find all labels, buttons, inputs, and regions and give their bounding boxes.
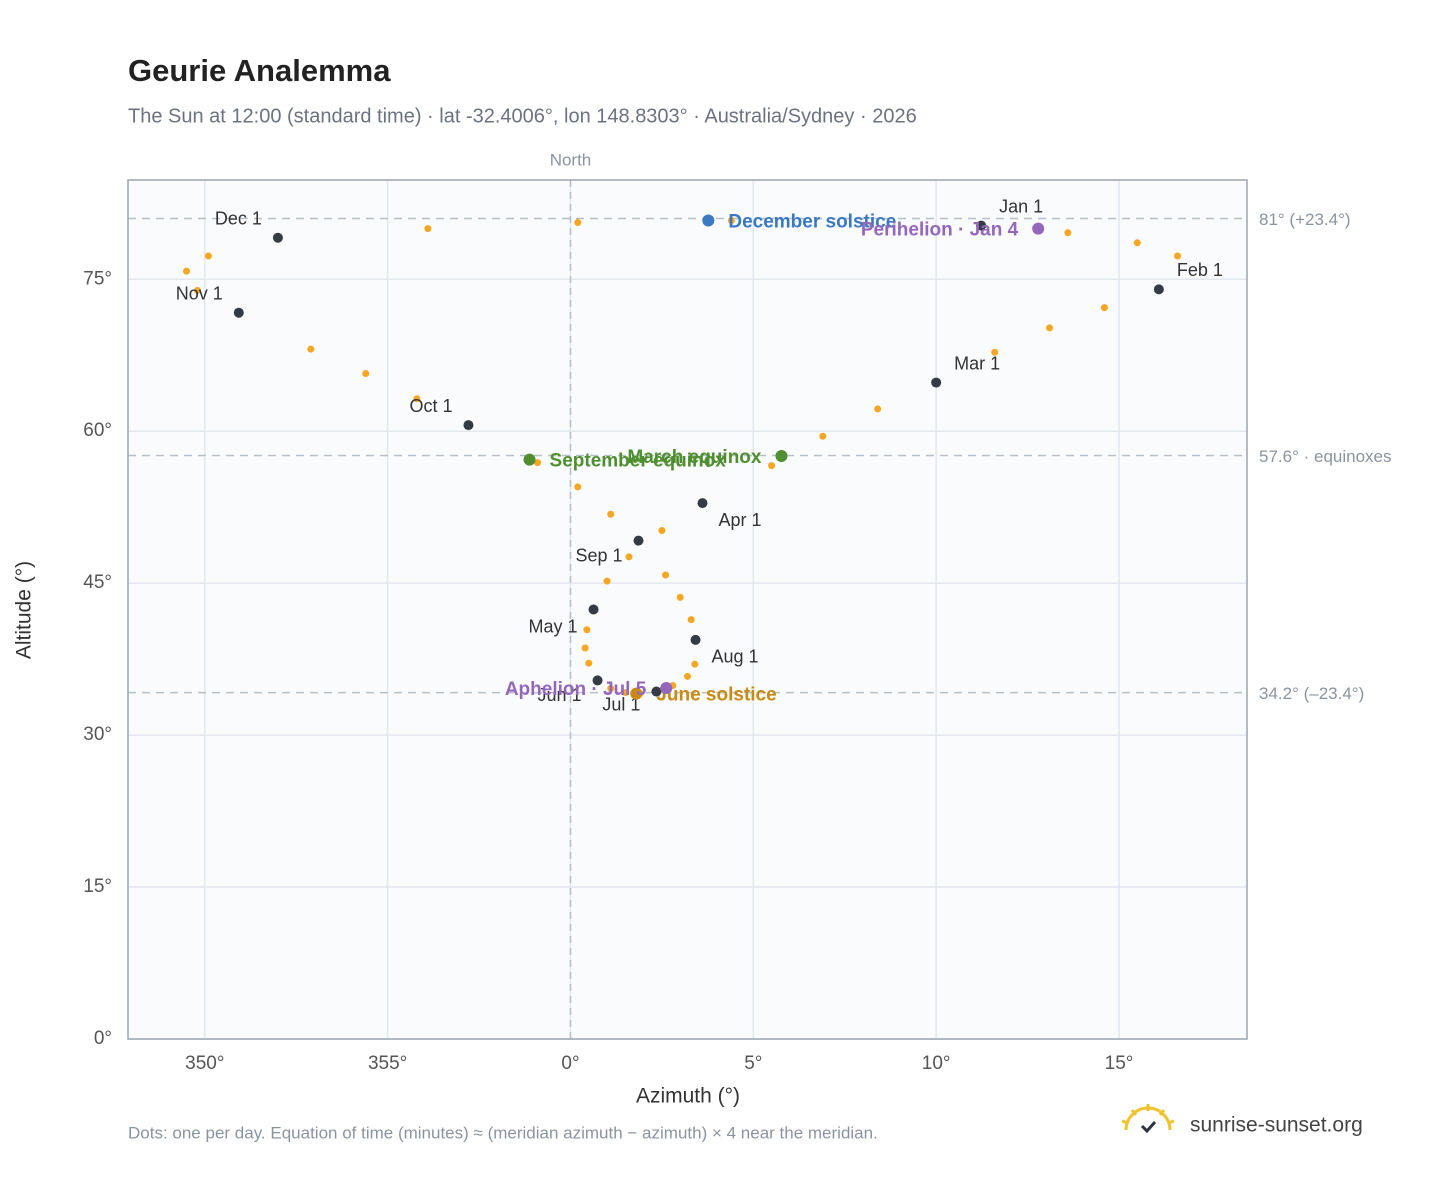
day-dot <box>585 659 593 667</box>
y-tick-label: 0° <box>94 1028 112 1049</box>
day-dot <box>658 526 666 534</box>
day-dot <box>1174 252 1182 260</box>
day-dot <box>874 405 882 413</box>
day-dot <box>687 616 695 624</box>
footnote: Dots: one per day. Equation of time (min… <box>128 1123 878 1142</box>
day-dot <box>607 685 615 693</box>
month-label: Dec 1 <box>215 208 262 228</box>
month-label: Nov 1 <box>176 283 223 303</box>
x-tick-label: 0° <box>561 1053 579 1074</box>
day-dot <box>1064 229 1072 237</box>
event-marker <box>1032 222 1045 235</box>
month-marker <box>592 675 603 686</box>
day-dot <box>607 510 615 518</box>
month-marker <box>233 307 244 318</box>
month-marker <box>931 377 942 388</box>
month-marker <box>697 498 708 509</box>
plot-area <box>128 180 1247 1039</box>
x-tick-label: 10° <box>922 1053 951 1074</box>
chart-title: Geurie Analemma <box>128 53 391 88</box>
month-marker <box>690 634 701 645</box>
day-dot <box>603 577 611 585</box>
month-marker <box>1153 284 1164 295</box>
month-marker <box>651 686 662 697</box>
event-marker <box>660 682 673 695</box>
day-dot <box>424 225 432 233</box>
event-label: September equinox <box>550 451 727 472</box>
day-dot <box>362 369 370 377</box>
day-dot <box>1046 324 1054 332</box>
month-label: Apr 1 <box>718 510 761 530</box>
event-label: December solstice <box>728 212 896 233</box>
day-dot <box>307 345 315 353</box>
month-label: Aug 1 <box>712 647 759 667</box>
month-label: Mar 1 <box>954 353 1000 373</box>
month-label: Jun 1 <box>537 685 581 705</box>
x-tick-label: 355° <box>368 1053 407 1074</box>
brand-logo <box>1121 1104 1175 1134</box>
day-dot <box>193 286 201 294</box>
day-dot <box>676 593 684 601</box>
day-dot <box>1100 304 1108 312</box>
event-marker <box>775 450 788 463</box>
month-marker <box>633 535 644 546</box>
day-dot <box>1133 239 1141 247</box>
month-label: Oct 1 <box>409 396 452 416</box>
reference-label: 81° (+23.4°) <box>1259 210 1351 229</box>
day-dot <box>183 267 191 275</box>
month-marker <box>272 232 283 243</box>
day-dot <box>574 219 582 227</box>
month-marker <box>463 420 474 431</box>
day-dot <box>691 660 699 668</box>
event-marker <box>630 687 643 700</box>
day-dot <box>413 395 421 403</box>
event-label: Perihelion · Jan 4 <box>861 220 1019 241</box>
y-tick-label: 60° <box>83 420 112 441</box>
event-label: Aphelion · Jul 5 <box>505 679 647 700</box>
x-tick-label: 350° <box>185 1053 224 1074</box>
event-label: March equinox <box>627 447 762 468</box>
day-dot <box>204 252 212 260</box>
meridian-label: North <box>550 150 592 169</box>
x-axis-label: Azimuth (°) <box>636 1085 740 1108</box>
day-dot <box>684 672 691 680</box>
y-tick-label: 15° <box>83 876 112 897</box>
chart-subtitle: The Sun at 12:00 (standard time) · lat -… <box>128 105 917 127</box>
x-tick-label: 5° <box>744 1053 762 1074</box>
day-dot <box>625 553 633 561</box>
reference-label: 57.6° · equinoxes <box>1259 447 1392 466</box>
month-marker <box>976 220 987 231</box>
plot-border <box>127 179 1248 1040</box>
x-tick-label: 15° <box>1105 1053 1134 1074</box>
event-marker <box>702 214 715 227</box>
reference-label: 34.2° (–23.4°) <box>1259 684 1364 703</box>
day-dot <box>662 571 670 579</box>
y-tick-label: 75° <box>83 268 112 289</box>
day-dot <box>819 432 827 440</box>
brand-name: sunrise-sunset.org <box>1190 1114 1363 1137</box>
y-tick-label: 30° <box>83 724 112 745</box>
month-marker <box>588 604 599 615</box>
month-label: May 1 <box>528 616 577 636</box>
day-dot <box>621 689 629 697</box>
day-dot <box>534 459 542 467</box>
day-dot <box>768 462 776 470</box>
y-axis-label: Altitude (°) <box>13 561 36 659</box>
month-label: Jul 1 <box>602 694 640 714</box>
day-dot <box>583 626 591 634</box>
event-label: June solstice <box>656 685 776 706</box>
month-label: Feb 1 <box>1177 260 1223 280</box>
day-dot <box>574 483 582 491</box>
month-label: Jan 1 <box>999 196 1043 216</box>
month-label: Sep 1 <box>575 545 622 565</box>
y-tick-label: 45° <box>83 572 112 593</box>
day-dot <box>991 348 999 356</box>
day-dot <box>727 217 735 225</box>
day-dot <box>581 644 589 652</box>
event-marker <box>523 453 536 466</box>
plot-layer: Jan 1 Feb 1 Mar 1 Apr 1 May 1 Jun 1 Jul 1 Aug 1… <box>128 180 1247 1040</box>
